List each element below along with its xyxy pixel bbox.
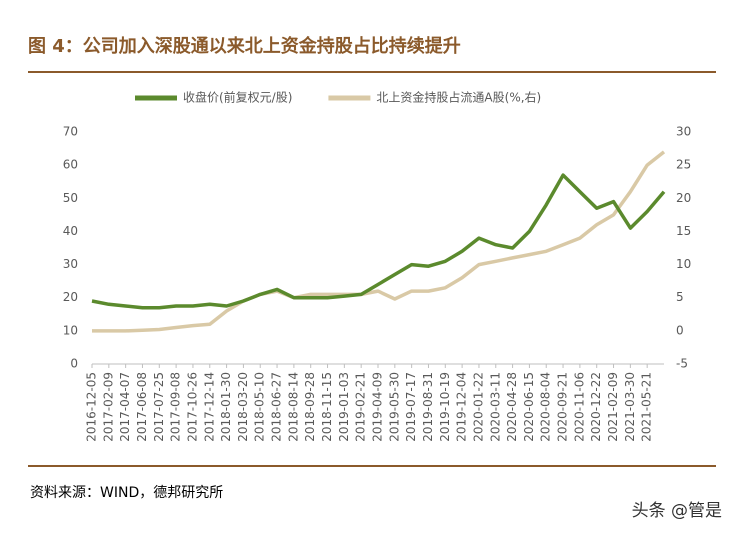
x-tick-label: 2021-03-30 xyxy=(623,372,637,442)
x-tick-label: 2017-12-14 xyxy=(202,372,216,442)
x-tick-label: 2016-12-05 xyxy=(85,372,99,442)
x-tick-label: 2018-01-30 xyxy=(219,372,233,442)
x-tick-label: 2020-12-22 xyxy=(589,372,603,442)
x-tick-label: 2020-06-15 xyxy=(522,372,536,442)
y2-tick-label: 10 xyxy=(676,257,691,271)
x-tick-label: 2018-11-15 xyxy=(320,372,334,442)
x-tick-label: 2019-01-03 xyxy=(337,372,351,442)
watermark: 头条 @管是 xyxy=(632,501,722,521)
y2-tick-label: 5 xyxy=(676,290,684,304)
x-tick-label: 2018-09-28 xyxy=(303,372,317,442)
x-tick-label: 2017-02-09 xyxy=(101,372,115,442)
y-tick-label: 50 xyxy=(63,191,78,205)
x-tick-label: 2021-05-21 xyxy=(640,372,654,442)
y-tick-label: 40 xyxy=(63,224,78,238)
y2-tick-label: 20 xyxy=(676,191,691,205)
x-tick-label: 2020-08-04 xyxy=(539,372,553,442)
chart-title: 图 4：公司加入深股通以来北上资金持股占比持续提升 xyxy=(28,35,461,57)
x-tick-label: 2020-03-11 xyxy=(488,372,502,442)
y2-tick-label: 0 xyxy=(676,323,684,337)
y2-tick-label: 25 xyxy=(676,158,691,172)
x-tick-label: 2020-09-21 xyxy=(556,372,570,442)
x-tick-label: 2018-03-20 xyxy=(236,372,250,442)
x-tick-label: 2020-01-22 xyxy=(471,372,485,442)
x-tick-label: 2019-10-19 xyxy=(438,372,452,442)
x-tick-label: 2017-04-07 xyxy=(118,372,132,442)
x-tick-label: 2019-04-09 xyxy=(371,372,385,442)
x-tick-label: 2017-07-25 xyxy=(152,372,166,442)
y-tick-label: 10 xyxy=(63,323,78,337)
x-tick-label: 2019-02-21 xyxy=(354,372,368,442)
series-line xyxy=(92,150,666,333)
x-tick-label: 2019-08-31 xyxy=(421,372,435,442)
y-tick-label: 60 xyxy=(63,158,78,172)
x-tick-label: 2018-05-10 xyxy=(253,372,267,442)
y-tick-label: 0 xyxy=(70,357,78,371)
legend-label: 北上资金持股占流通A股(%,右) xyxy=(376,90,541,105)
x-tick-label: 2019-07-17 xyxy=(404,372,418,442)
y2-tick-label: 30 xyxy=(676,125,691,139)
x-tick-label: 2017-06-08 xyxy=(135,372,149,442)
x-tick-label: 2019-05-30 xyxy=(387,372,401,442)
x-tick-label: 2021-02-09 xyxy=(606,372,620,442)
y2-tick-label: -5 xyxy=(676,357,688,371)
x-tick-label: 2020-11-06 xyxy=(572,372,586,442)
x-tick-label: 2019-12-04 xyxy=(455,372,469,442)
legend-label: 收盘价(前复权元/股) xyxy=(183,90,292,105)
y-tick-label: 70 xyxy=(63,125,78,139)
x-tick-label: 2020-04-28 xyxy=(505,372,519,442)
x-tick-label: 2018-06-27 xyxy=(270,372,284,442)
x-tick-label: 2017-09-08 xyxy=(169,372,183,442)
series-line xyxy=(91,173,666,310)
y-tick-label: 30 xyxy=(63,257,78,271)
source: 资料来源：WIND，德邦研究所 xyxy=(30,485,223,501)
x-tick-label: 2017-10-26 xyxy=(185,372,199,442)
y2-tick-label: 15 xyxy=(676,224,691,238)
y-tick-label: 20 xyxy=(63,290,78,304)
x-tick-label: 2018-08-14 xyxy=(286,372,300,442)
